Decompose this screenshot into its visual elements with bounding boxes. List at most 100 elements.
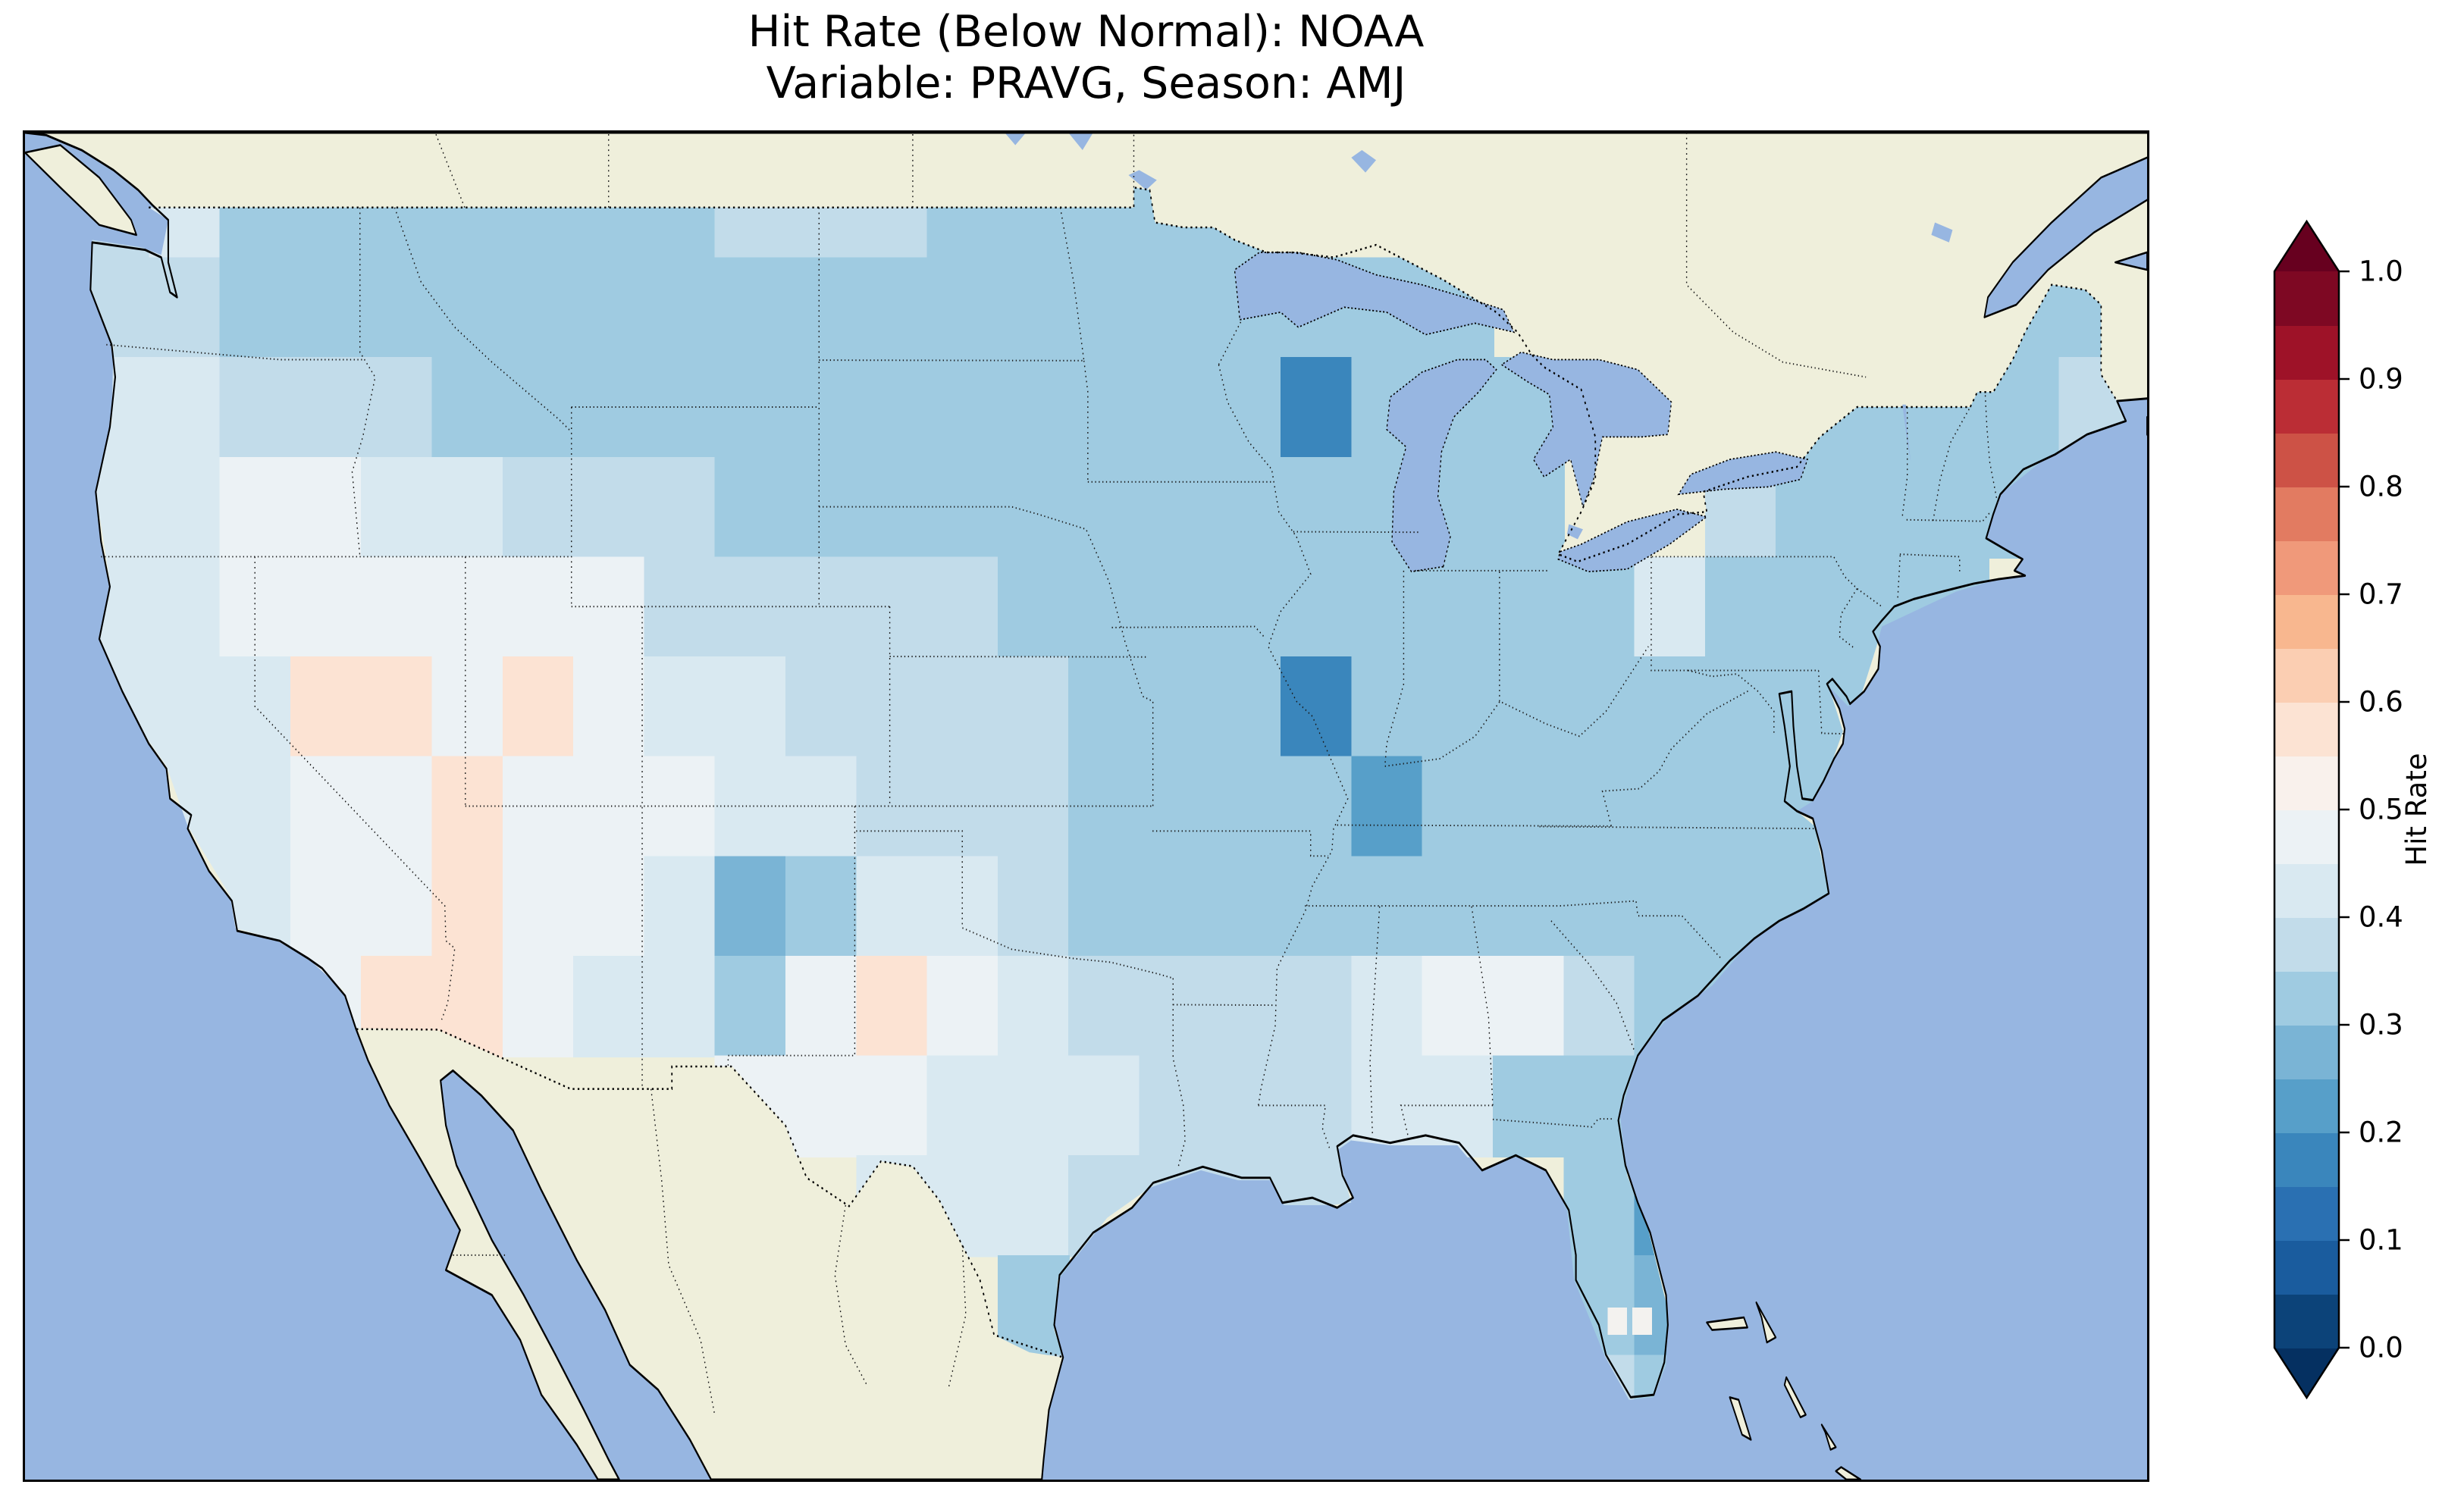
lake-of-the-woods: [1128, 170, 1157, 190]
heat-cell: [1492, 955, 1566, 1058]
us-mexico-border: [356, 1028, 1064, 1358]
heat-cell: [573, 955, 646, 1058]
heat-cell: [361, 257, 434, 359]
state-borders-new-england: [1897, 392, 1998, 598]
heat-cell: [1704, 656, 1778, 759]
heat-cell: [219, 257, 292, 359]
heat-cell: [1209, 756, 1282, 858]
heat-cell: [1209, 856, 1282, 958]
heat-cell: [714, 955, 787, 1058]
heat-cell: [1351, 656, 1424, 759]
heat-cell: [856, 257, 929, 359]
state-borders: [101, 133, 1998, 1415]
heat-cell: [573, 556, 646, 659]
heat-cell: [997, 656, 1071, 759]
heat-cell: [714, 656, 787, 759]
heat-cell: [149, 456, 221, 559]
heat-cell: [1422, 1055, 1494, 1157]
heat-cell: [1068, 1055, 1141, 1157]
country-borders: [149, 186, 2127, 1358]
heat-cell: [926, 856, 999, 958]
st-lawrence-river: [1983, 156, 2147, 318]
heat-cell: [1492, 556, 1566, 659]
heat-cell: [785, 456, 858, 559]
colorbar-segment: [2274, 540, 2339, 595]
heat-cell: [714, 856, 787, 958]
heat-cell: [1281, 756, 1353, 858]
heat-cell: [856, 955, 929, 1058]
colorbar-segment: [2274, 1079, 2339, 1133]
heat-cell: [1492, 856, 1566, 958]
lake-st-clair: [1566, 524, 1583, 540]
heat-cell: [785, 955, 858, 1058]
island-cat: [1820, 1424, 1837, 1451]
heat-cell: [1634, 856, 1707, 958]
heat-cell: [1139, 656, 1212, 759]
heat-cell: [1068, 556, 1141, 659]
heat-cell: [1422, 756, 1494, 858]
vancouver-island: [25, 144, 137, 236]
heat-cell: [926, 556, 999, 659]
heat-cell: [1422, 856, 1494, 958]
heat-cell: [997, 1155, 1071, 1258]
lake-nipigon: [1351, 150, 1377, 173]
colorbar-segment: [2274, 702, 2339, 756]
heat-cell: [573, 456, 646, 559]
heat-cell: [856, 556, 929, 659]
heat-cell: [502, 456, 575, 559]
heat-cell: [1139, 556, 1212, 659]
colorbar-segment: [2274, 1025, 2339, 1079]
heat-cell: [1917, 456, 1989, 559]
heat-cell: [1139, 357, 1212, 459]
heat-cell: [502, 357, 575, 459]
colorbar-under-arrow: [2274, 1348, 2339, 1398]
heat-cell: [997, 357, 1071, 459]
heat-cell: [1209, 1055, 1282, 1157]
heat-cell: [1209, 656, 1282, 759]
heat-cell: [573, 756, 646, 858]
heat-cell: [361, 756, 434, 858]
heat-cell: [785, 556, 858, 659]
colorbar-tick-label: 0.0: [2359, 1332, 2403, 1364]
heat-cell: [997, 955, 1071, 1058]
heat-cell: [1492, 656, 1566, 759]
no-data-cell: [1632, 1307, 1652, 1336]
heat-cell: [1351, 955, 1424, 1058]
heat-cell: [1209, 357, 1282, 459]
colorbar-segment: [2274, 648, 2339, 703]
heat-cell: [856, 357, 929, 459]
lake-superior: [1234, 252, 1516, 336]
heat-cell: [1281, 656, 1353, 759]
heat-cell: [1209, 556, 1282, 659]
heat-cell: [1068, 257, 1141, 359]
colorbar-ticks: 1.0 0.9 0.8 0.7 0.6 0.5 0.4 0.3 0.2 0.1 0.0: [2339, 255, 2403, 1364]
colorbar-segment: [2274, 325, 2339, 380]
colorbar: 1.0 0.9 0.8 0.7 0.6 0.5 0.4 0.3 0.2 0.1 0.0 Hit Ra…: [2273, 219, 2433, 1400]
water-features: [1005, 133, 2147, 573]
heat-cell: [1492, 456, 1566, 559]
lake-huron: [1500, 351, 1672, 509]
heat-cell: [361, 856, 434, 958]
heat-cell: [1139, 756, 1212, 858]
lake-winnipeg-tip: [1068, 133, 1093, 151]
heat-cell: [219, 357, 292, 459]
map-panel: [23, 130, 2149, 1482]
heat-cell: [431, 756, 504, 858]
heat-cell: [502, 257, 575, 359]
lake-champlain: [1902, 404, 1911, 462]
heat-cell: [1422, 656, 1494, 759]
heat-cell: [926, 1055, 999, 1157]
colorbar-tick-label: 0.5: [2359, 794, 2403, 826]
heat-cell: [290, 257, 363, 359]
heat-cell: [290, 756, 363, 858]
heat-cell: [714, 257, 787, 359]
colorbar-segment: [2274, 1132, 2339, 1187]
heat-cell: [1209, 456, 1282, 559]
colorbar-axis-label: Hit Rate: [2400, 753, 2433, 866]
us-hit-rate-map: [25, 133, 2147, 1480]
heat-cell: [1563, 756, 1636, 858]
heat-cell: [926, 756, 999, 858]
heat-cell: [1281, 556, 1353, 659]
colorbar-segment: [2274, 1186, 2339, 1241]
heat-cell: [644, 955, 716, 1058]
